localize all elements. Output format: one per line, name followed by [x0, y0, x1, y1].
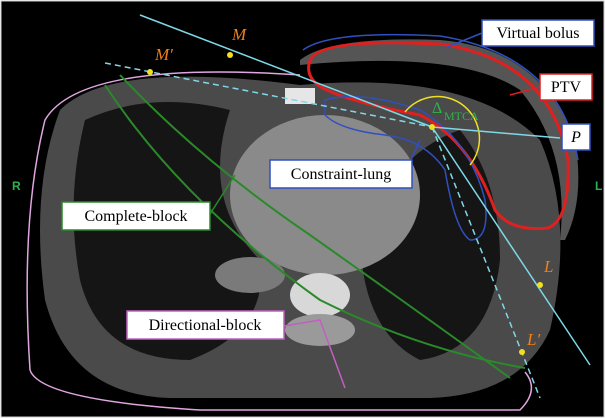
- callout-label: Constraint-lung: [291, 166, 391, 183]
- point-label: M′: [154, 45, 173, 64]
- callout-label: Complete-block: [84, 208, 187, 225]
- callout-label: Directional-block: [149, 317, 262, 334]
- angle-subscript: MTCA: [444, 109, 479, 123]
- side-marker: L: [595, 179, 602, 193]
- side-marker: R: [12, 179, 21, 193]
- point-label: P: [570, 129, 581, 146]
- point-label: L′: [526, 330, 540, 349]
- point-label: M: [231, 25, 247, 44]
- figure: M M′ L L′ Δ MTCA R L Virtual bolus PTV P…: [0, 0, 605, 418]
- angle-symbol: Δ: [432, 100, 442, 117]
- callout-label: Virtual bolus: [496, 25, 579, 42]
- callout-label: PTV: [551, 79, 582, 96]
- point-label: L: [543, 257, 553, 276]
